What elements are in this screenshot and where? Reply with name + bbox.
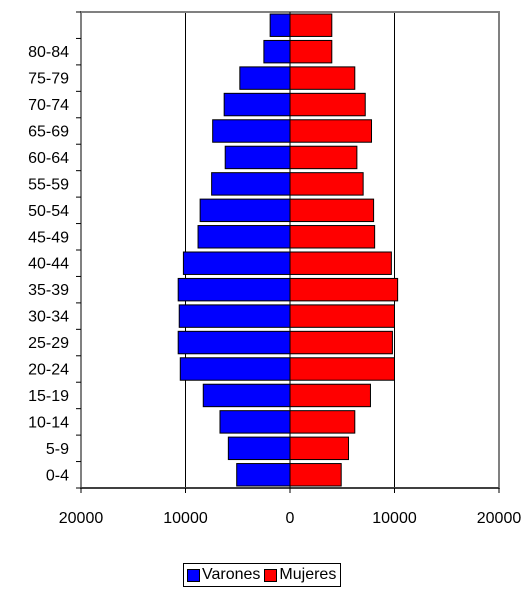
bar-varones-50-54 (199, 198, 291, 223)
x-label-1: 10000 (163, 510, 208, 527)
bar-varones-85- (269, 13, 291, 37)
y-label-30-34: 30-34 (28, 309, 69, 326)
bar-mujeres-25-29 (289, 330, 393, 355)
bar-varones-55-59 (211, 172, 291, 196)
bar-mujeres-75-79 (289, 66, 356, 90)
bar-varones-30-34 (178, 304, 291, 328)
legend-item-mujeres: Mujeres (264, 566, 336, 584)
bar-mujeres-15-19 (289, 383, 371, 408)
legend-item-varones: Varones (187, 566, 260, 584)
x-label-2: 0 (286, 510, 295, 527)
bar-varones-70-74 (223, 92, 291, 117)
bar-varones-40-44 (182, 251, 291, 275)
bar-varones-75-79 (239, 66, 291, 90)
x-label-3: 10000 (372, 510, 417, 527)
bar-mujeres-35-39 (289, 277, 399, 302)
bar-varones-5-9 (227, 436, 291, 461)
bar-mujeres-0-4 (289, 463, 342, 487)
bar-mujeres-30-34 (289, 304, 395, 328)
y-label-15-19: 15-19 (28, 388, 69, 405)
bar-varones-80-84 (263, 39, 291, 64)
y-label-80-84: 80-84 (28, 44, 69, 61)
y-label-70-74: 70-74 (28, 97, 69, 114)
x-axis-labels: 20000 10000 0 10000 20000 (59, 510, 522, 527)
x-label-4: 20000 (477, 510, 522, 527)
x-label-0: 20000 (59, 510, 104, 527)
legend-swatch-mujeres (264, 568, 278, 582)
bar-mujeres-65-69 (289, 119, 373, 143)
legend-label-varones: Varones (202, 566, 261, 583)
y-label-25-29: 25-29 (28, 335, 69, 352)
bar-mujeres-80-84 (289, 39, 333, 64)
bar-mujeres-40-44 (289, 251, 392, 275)
bar-mujeres-5-9 (289, 436, 350, 461)
bar-varones-10-14 (219, 410, 291, 434)
bar-mujeres-85- (289, 13, 333, 37)
bar-varones-20-24 (179, 357, 291, 381)
bar-varones-65-69 (212, 119, 291, 143)
bar-mujeres-45-49 (289, 225, 376, 249)
y-label-35-39: 35-39 (28, 282, 69, 299)
bar-varones-25-29 (177, 330, 291, 355)
y-label-0-4: 0-4 (46, 467, 69, 484)
bar-mujeres-20-24 (289, 357, 395, 381)
bar-varones-60-64 (224, 145, 291, 170)
bar-varones-0-4 (236, 463, 291, 487)
bar-mujeres-10-14 (289, 410, 356, 434)
bar-mujeres-60-64 (289, 145, 358, 170)
y-label-5-9: 5-9 (46, 441, 69, 458)
y-axis-labels: 0-4 5-9 10-14 15-19 20-24 25-29 30-34 35-39 40-4… (28, 44, 69, 484)
y-label-75-79: 75-79 (28, 71, 69, 88)
legend: Varones Mujeres (183, 563, 342, 587)
y-label-20-24: 20-24 (28, 362, 69, 379)
y-label-65-69: 65-69 (28, 124, 69, 141)
gridlines (185, 12, 395, 488)
y-label-60-64: 60-64 (28, 150, 69, 167)
bar-varones-15-19 (202, 383, 291, 408)
bar-mujeres-55-59 (289, 172, 364, 196)
y-label-45-49: 45-49 (28, 229, 69, 246)
bar-varones-45-49 (197, 225, 291, 249)
legend-label-mujeres: Mujeres (279, 566, 337, 583)
y-label-50-54: 50-54 (28, 203, 69, 220)
bar-mujeres-50-54 (289, 198, 375, 223)
y-label-40-44: 40-44 (28, 256, 69, 273)
axes (76, 11, 500, 493)
legend-swatch-varones (187, 568, 200, 582)
y-label-55-59: 55-59 (28, 176, 69, 193)
bar-varones-35-39 (177, 277, 291, 302)
y-label-10-14: 10-14 (28, 414, 69, 431)
bars (177, 13, 399, 487)
bar-mujeres-70-74 (289, 92, 366, 117)
